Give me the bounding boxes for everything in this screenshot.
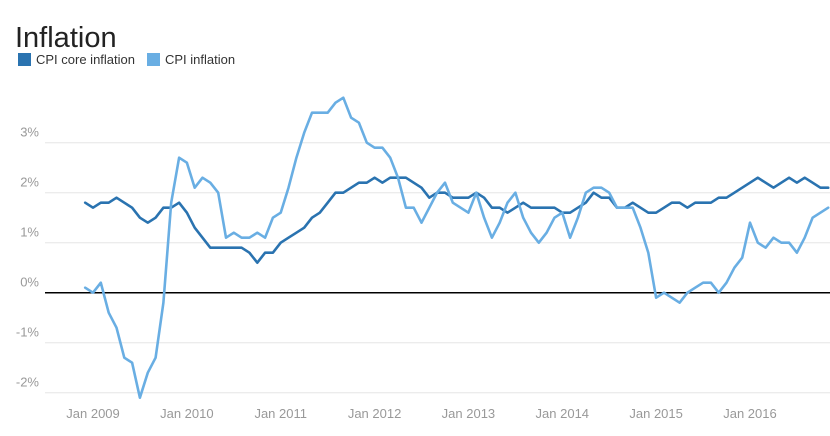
- x-axis-tick-label: Jan 2012: [348, 406, 402, 421]
- y-axis-tick-label: -2%: [16, 375, 40, 390]
- legend-item-cpi-core-inflation[interactable]: CPI core inflation: [18, 52, 135, 67]
- x-axis-tick-label: Jan 2014: [536, 406, 590, 421]
- series-line-cpi-core-inflation: [83, 176, 830, 265]
- chart-title: Inflation: [15, 22, 117, 55]
- legend-label-cpi-inflation: CPI inflation: [165, 52, 236, 67]
- y-axis-tick-label: -1%: [16, 325, 40, 340]
- y-axis-tick-label: 3%: [20, 125, 39, 140]
- x-axis-tick-label: Jan 2016: [723, 406, 777, 421]
- y-axis-tick-label: 1%: [20, 225, 39, 240]
- y-axis-tick-label: 2%: [20, 175, 39, 190]
- cpi-core-inflation-swatch-icon: [18, 53, 31, 66]
- x-axis-tick-label: Jan 2010: [160, 406, 214, 421]
- cpi-inflation-swatch-icon: [147, 53, 160, 66]
- x-axis-tick-label: Jan 2013: [442, 406, 496, 421]
- series-line-cpi-inflation: [83, 96, 830, 400]
- x-axis-tick-label: Jan 2009: [66, 406, 120, 421]
- legend-item-cpi-inflation[interactable]: CPI inflation: [147, 52, 235, 67]
- x-axis-tick-label: Jan 2011: [254, 406, 307, 421]
- legend: CPI core inflation CPI inflation: [18, 52, 247, 67]
- x-axis-tick-label: Jan 2015: [629, 406, 683, 421]
- y-axis-tick-label: 0%: [20, 275, 39, 290]
- legend-label-cpi-core-inflation: CPI core inflation: [36, 52, 135, 67]
